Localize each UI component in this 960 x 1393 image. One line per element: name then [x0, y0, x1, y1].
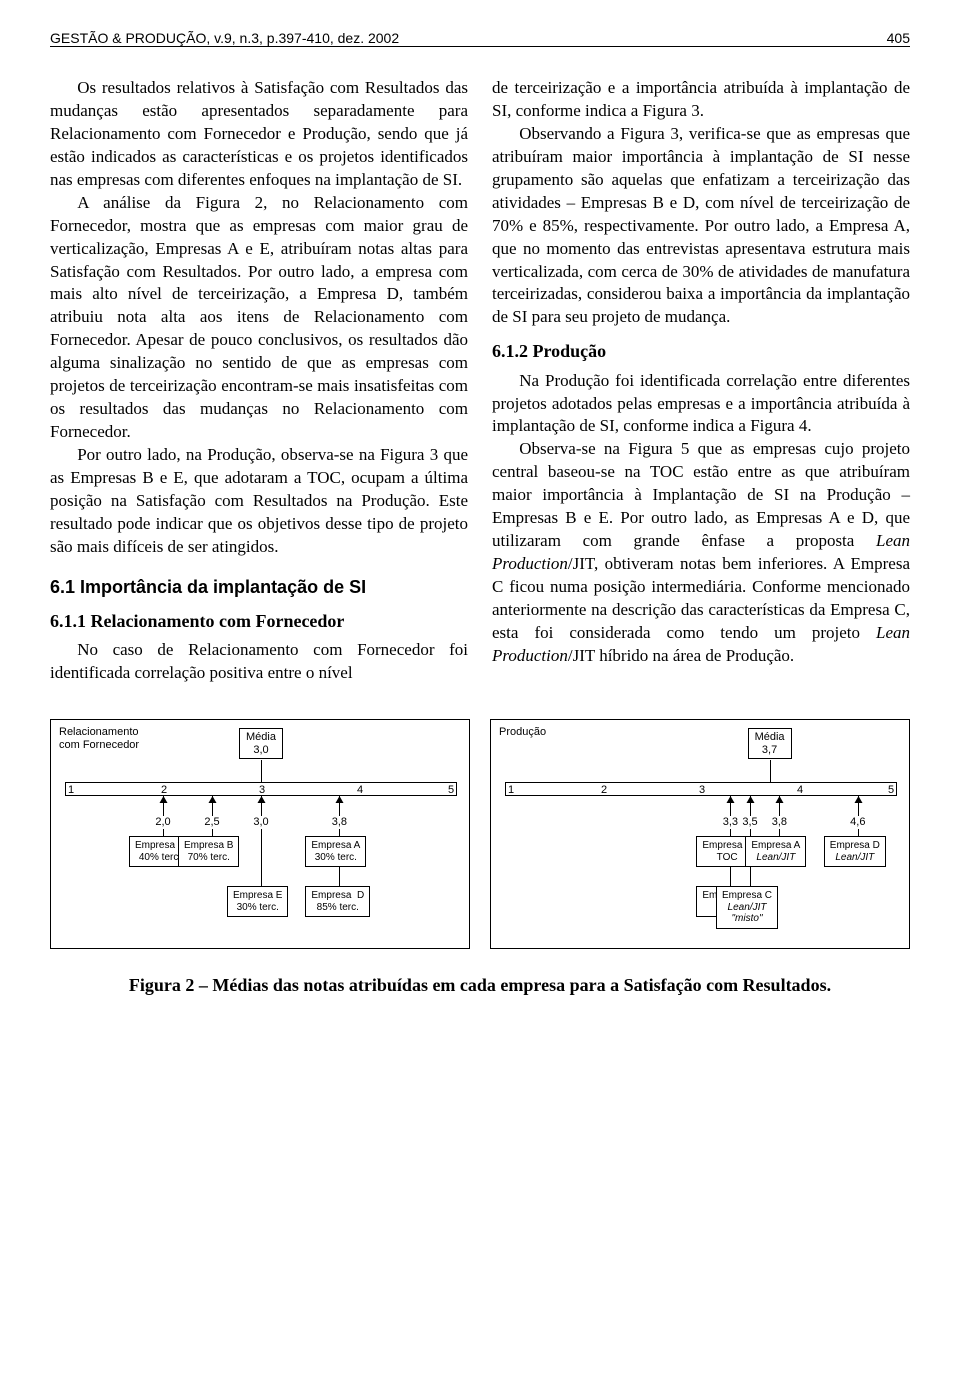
para: Na Produção foi identificada correlação … [492, 370, 910, 439]
para: Os resultados relativos à Satisfação com… [50, 77, 468, 192]
axis-tick: 5 [448, 784, 454, 796]
value-label: 2,5 [204, 816, 219, 828]
axis-tick: 4 [357, 784, 363, 796]
heading-6-1-1: 6.1.1 Relacionamento com Fornecedor [50, 609, 468, 633]
page-number: 405 [887, 30, 910, 46]
body-columns: Os resultados relativos à Satisfação com… [50, 77, 910, 685]
entity-box: Empresa E30% terc. [227, 886, 288, 917]
arrowhead-icon [727, 796, 735, 803]
mean-box: Média3,7 [748, 728, 792, 759]
value-label: 3,0 [253, 816, 268, 828]
value-label: 2,0 [155, 816, 170, 828]
arrowhead-icon [336, 796, 344, 803]
box-connector [339, 829, 340, 836]
box-connector [212, 829, 213, 836]
axis-tick: 4 [797, 784, 803, 796]
arrowhead-icon [160, 796, 168, 803]
scale-axis: 1 2 3 4 5 [505, 782, 897, 796]
axis-tick: 3 [259, 784, 265, 796]
text: Observa-se na Figura 5 que as empresas c… [492, 439, 910, 550]
text: /JIT híbrido na área de Produção. [568, 646, 794, 665]
arrowhead-icon [747, 796, 755, 803]
para: Observa-se na Figura 5 que as empresas c… [492, 438, 910, 667]
mean-connector [770, 760, 771, 782]
figure-2-caption: Figura 2 – Médias das notas atribuídas e… [50, 975, 910, 996]
box-connector [730, 829, 731, 836]
right-column: de terceirização e a importância atribuí… [492, 77, 910, 685]
entity-box: Empresa DLean/JIT [824, 836, 886, 867]
entity-box: Empresa CLean/JIT"misto" [716, 886, 778, 929]
para: A análise da Figura 2, no Relacionamento… [50, 192, 468, 444]
axis-tick: 3 [699, 784, 705, 796]
heading-6-1: 6.1 Importância da implantação de SI [50, 575, 468, 599]
diagram-relacionamento: Relacionamento com Fornecedor Média3,0 1 2 3… [50, 719, 470, 949]
mean-connector [261, 760, 262, 782]
box-connector [779, 829, 780, 836]
box-connector [261, 829, 262, 886]
para: No caso de Relacionamento com Fornecedor… [50, 639, 468, 685]
journal-ref: GESTÃO & PRODUÇÃO, v.9, n.3, p.397-410, … [50, 30, 399, 46]
box-connector [730, 866, 731, 886]
axis-tick: 1 [68, 784, 74, 796]
entity-box: Empresa D85% terc. [305, 886, 370, 917]
arrowhead-icon [854, 796, 862, 803]
axis-tick: 5 [888, 784, 894, 796]
diagram-title: Produção [499, 726, 546, 739]
axis-tick: 2 [161, 784, 167, 796]
heading-6-1-2: 6.1.2 Produção [492, 339, 910, 363]
axis-tick: 1 [508, 784, 514, 796]
axis-tick: 2 [601, 784, 607, 796]
box-connector [339, 866, 340, 886]
entity-box: Empresa B70% terc. [178, 836, 239, 867]
mean-box: Média3,0 [239, 728, 283, 759]
left-column: Os resultados relativos à Satisfação com… [50, 77, 468, 685]
value-label: 3,5 [742, 816, 757, 828]
arrowhead-icon [776, 796, 784, 803]
para: de terceirização e a importância atribuí… [492, 77, 910, 123]
value-label: 3,3 [723, 816, 738, 828]
para: Observando a Figura 3, verifica-se que a… [492, 123, 910, 329]
box-connector [858, 829, 859, 836]
arrowhead-icon [258, 796, 266, 803]
arrowhead-icon [209, 796, 217, 803]
entity-box: Empresa ALean/JIT [745, 836, 806, 867]
scale-axis: 1 2 3 4 5 [65, 782, 457, 796]
value-label: 3,8 [332, 816, 347, 828]
diagram-producao: ProduçãoMédia3,7123453,3Empresa BTOCEmpr… [490, 719, 910, 949]
value-label: 4,6 [850, 816, 865, 828]
entity-box: Empresa A30% terc. [305, 836, 366, 867]
box-connector [163, 829, 164, 836]
header-rule [50, 46, 910, 47]
value-label: 3,8 [772, 816, 787, 828]
diagram-title: Relacionamento com Fornecedor [59, 726, 139, 752]
para: Por outro lado, na Produção, observa-se … [50, 444, 468, 559]
figure-2-panels: Relacionamento com Fornecedor Média3,0 1 2 3… [50, 719, 910, 949]
